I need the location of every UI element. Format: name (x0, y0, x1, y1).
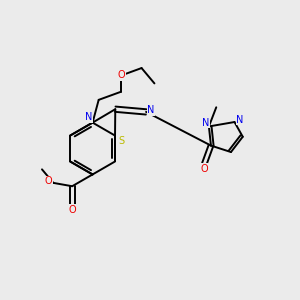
Text: S: S (118, 136, 124, 146)
Text: N: N (147, 105, 154, 116)
Text: N: N (236, 115, 244, 125)
Text: O: O (200, 164, 208, 174)
Text: O: O (69, 205, 76, 215)
Text: O: O (44, 176, 52, 186)
Text: N: N (202, 118, 209, 128)
Text: N: N (85, 112, 92, 122)
Text: O: O (118, 70, 125, 80)
